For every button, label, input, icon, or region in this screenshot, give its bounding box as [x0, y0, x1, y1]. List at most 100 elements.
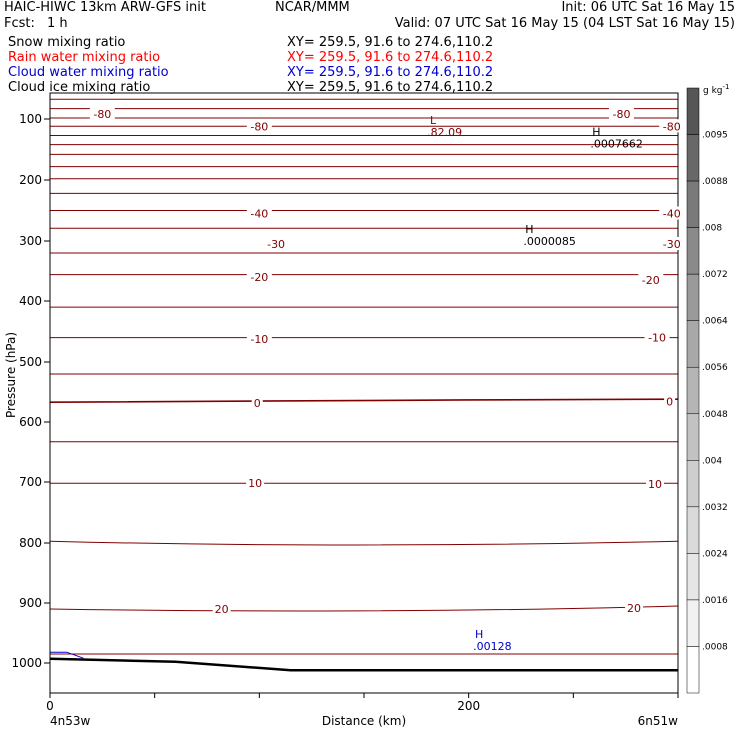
contour-label: -80: [663, 120, 681, 133]
contour-label-bg: [212, 602, 231, 615]
colorbar-bin: [686, 599, 700, 647]
contour-label-bg: [625, 600, 644, 614]
plot-frame: [49, 92, 679, 694]
init-time: Init: 06 UTC Sat 16 May 15: [561, 0, 735, 15]
colorbar-tick-label: .0056: [702, 363, 728, 373]
contour-label-bg: [638, 273, 664, 286]
field-name-cloud-ice: Cloud ice mixing ratio: [8, 80, 151, 95]
contour-label-bg: [664, 394, 676, 408]
colorbar-unit: g kg-1: [703, 83, 729, 96]
isotherm-line: [49, 540, 679, 546]
extremum-letter: H: [475, 628, 483, 641]
colorbar-bin: [686, 227, 700, 275]
colorbar-bin: [686, 366, 700, 415]
colorbar-bin: [686, 273, 700, 321]
y-tick-label: 100: [19, 112, 42, 126]
contour-label: -40: [250, 208, 268, 221]
contour-label-bg: [89, 106, 115, 120]
x-right-endpoint: 6n51w: [638, 714, 679, 728]
colorbar-tick-label: .0008: [702, 642, 728, 652]
contour-label-bg: [246, 270, 272, 283]
contour-label: 0: [666, 396, 673, 409]
field-xy-rain: XY= 259.5, 91.6 to 274.6,110.2: [287, 50, 494, 65]
contour-label-bg: [644, 330, 670, 344]
colorbar-tick-label: .0032: [702, 503, 728, 513]
field-name-rain: Rain water mixing ratio: [8, 50, 161, 65]
contour-label: -20: [642, 274, 660, 287]
extremum-letter: L: [430, 114, 437, 127]
contour-label-bg: [659, 237, 685, 250]
colorbar-tick-label: .0072: [702, 270, 728, 280]
contour-label: -80: [93, 108, 111, 121]
y-tick-label: 700: [19, 475, 42, 489]
colorbar-unit-exponent: -1: [723, 83, 730, 91]
y-tick-label: 300: [19, 234, 42, 248]
x-tick-label: 0: [46, 699, 54, 713]
contour-label: -80: [250, 120, 268, 133]
colorbar-bin: [686, 87, 700, 135]
colorbar-bin: [686, 320, 700, 368]
field-name-cloud-water: Cloud water mixing ratio: [8, 65, 169, 80]
contour-label-bg: [659, 119, 685, 133]
terrain-profile: [49, 651, 678, 672]
contour-label: -30: [267, 238, 285, 251]
contour-label-bg: [246, 119, 272, 133]
colorbar-bin: [686, 413, 700, 461]
temperature-contours: [49, 98, 679, 655]
contour-label: -30: [663, 238, 681, 251]
cloud-water-contour: [50, 651, 84, 659]
x-axis-title: Distance (km): [322, 714, 406, 728]
extremum-letter: H: [592, 125, 600, 138]
contour-label-bg: [246, 476, 265, 490]
colorbar-bin: [686, 180, 700, 228]
contour-label-bg: [659, 206, 685, 220]
colorbar-bin: [686, 134, 700, 182]
colorbar-bin: [686, 553, 700, 601]
y-tick-label: 1000: [11, 656, 42, 670]
isotherm-line: [49, 398, 679, 403]
colorbar-tick-label: .0064: [702, 317, 728, 327]
pressure-axis: 100 200 300 400 500 600 700 800 900 1000: [11, 112, 50, 670]
x-left-endpoint: 4n53w: [50, 714, 91, 728]
field-xy-snow: XY= 259.5, 91.6 to 274.6,110.2: [287, 35, 494, 50]
field-xy-cloud-ice: XY= 259.5, 91.6 to 274.6,110.2: [287, 80, 494, 95]
y-tick-label: 200: [19, 173, 42, 187]
contour-label: 0: [254, 397, 261, 410]
valid-time: Valid: 07 UTC Sat 16 May 15 (04 LST Sat …: [394, 16, 735, 31]
extremum-value: .00128: [473, 640, 512, 653]
colorbar-tick-label: .0016: [702, 596, 728, 606]
contour-label-bg: [608, 106, 634, 120]
colorbar-bin: [686, 646, 700, 694]
organization-label: NCAR/MMM: [275, 0, 350, 15]
extremum-value: .0000085: [523, 235, 576, 248]
extremum-value: .82.09: [427, 126, 462, 139]
colorbar: .0095 .0088 .008 .0072 .0064 .0056 .0048 .004 .0…: [686, 87, 728, 694]
y-tick-label: 600: [19, 415, 42, 429]
contour-label: -10: [250, 333, 268, 346]
colorbar-tick-label: .0024: [702, 549, 728, 559]
contour-labels: -80 -80 -80 -80 -40 -40 -30 -30 -20 -20 -10 -10 0 0 10…: [89, 106, 685, 616]
contour-label-bg: [251, 395, 263, 409]
contour-label-bg: [246, 206, 272, 220]
extremum-letter: H: [525, 223, 533, 236]
colorbar-tick-label: .004: [702, 456, 722, 466]
y-tick-label: 400: [19, 294, 42, 308]
contour-label-bg: [645, 476, 664, 490]
forecast-hour: 1 h: [47, 16, 68, 31]
field-name-snow: Snow mixing ratio: [8, 35, 126, 50]
colorbar-unit-text: g kg: [703, 86, 723, 96]
contour-label: 20: [215, 603, 229, 616]
y-tick-label: 800: [19, 536, 42, 550]
isotherm-line: [49, 605, 679, 612]
contour-label: 10: [648, 478, 662, 491]
colorbar-tick-label: .0088: [702, 177, 728, 187]
contour-label-bg: [263, 237, 289, 250]
colorbar-bin: [686, 460, 700, 508]
forecast-label: Fcst:: [4, 16, 35, 31]
colorbar-tick-label: .0095: [702, 131, 728, 141]
contour-label: -80: [612, 108, 630, 121]
x-tick-label: 200: [457, 699, 480, 713]
distance-axis: 0 200: [46, 693, 679, 713]
